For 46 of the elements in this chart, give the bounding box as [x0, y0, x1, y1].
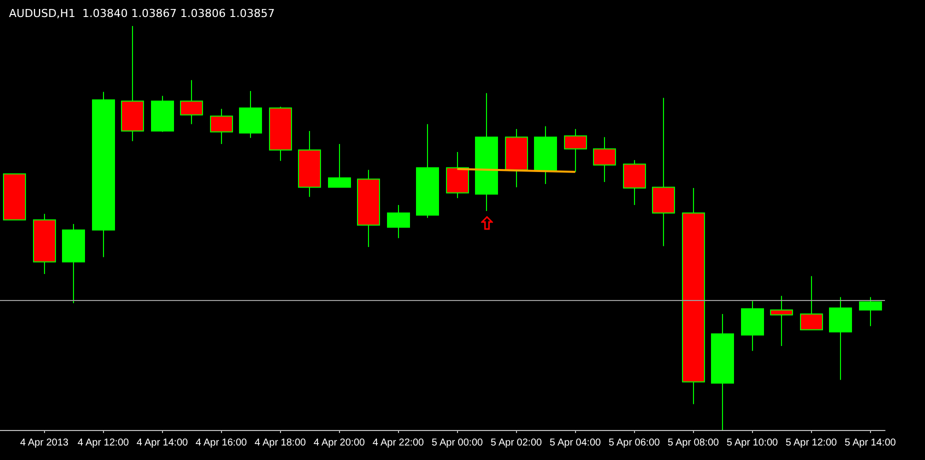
- candlestick: [328, 143, 351, 188]
- candlestick: [62, 223, 85, 304]
- candlestick: [475, 92, 498, 212]
- candlestick: [416, 124, 439, 218]
- candlestick: [121, 26, 144, 142]
- candlestick: [593, 136, 616, 182]
- x-tick-label: 4 Apr 22:00: [372, 438, 424, 448]
- candlestick: [387, 204, 410, 239]
- x-tick-label: 5 Apr 00:00: [432, 438, 484, 448]
- x-tick-label: 5 Apr 04:00: [550, 438, 602, 448]
- candlestick: [33, 213, 56, 275]
- candlestick: [829, 296, 852, 380]
- x-tick-label: 5 Apr 10:00: [726, 438, 778, 448]
- candlestick: [151, 95, 174, 132]
- x-tick-label: 4 Apr 12:00: [78, 438, 130, 448]
- candlestick: [770, 295, 793, 346]
- x-tick-label: 5 Apr 08:00: [668, 438, 720, 448]
- candlestick: [239, 90, 262, 138]
- candlestick: [505, 128, 528, 188]
- candlestick: [3, 173, 26, 220]
- x-tick-label: 4 Apr 14:00: [136, 438, 188, 448]
- candlestick: [682, 188, 705, 405]
- candlestick: [800, 276, 823, 330]
- candlestick: [180, 80, 203, 125]
- candlestick: [859, 296, 882, 327]
- chart-title: AUDUSD,H1 1.03840 1.03867 1.03806 1.03857: [9, 7, 275, 20]
- candlestick: [741, 300, 764, 352]
- candlestick: [92, 91, 115, 258]
- x-tick-label: 4 Apr 20:00: [314, 438, 366, 448]
- x-tick-label: 4 Apr 18:00: [254, 438, 306, 448]
- candlestick: [357, 169, 380, 248]
- candlestick: [564, 128, 587, 172]
- x-tick-label: 5 Apr 06:00: [608, 438, 660, 448]
- candlestick: [623, 160, 646, 206]
- x-tick-label: 4 Apr 2013: [20, 438, 69, 448]
- candlestick: [298, 130, 321, 198]
- candlestick: [711, 314, 734, 430]
- candlestick: [652, 97, 675, 247]
- candlestick: [210, 108, 233, 144]
- candlestick: [534, 126, 557, 184]
- candlestick: [269, 106, 292, 162]
- x-tick-label: 4 Apr 16:00: [196, 438, 248, 448]
- candlestick: [446, 152, 469, 199]
- x-tick-label: 5 Apr 14:00: [844, 438, 896, 448]
- x-tick-label: 5 Apr 12:00: [786, 438, 838, 448]
- x-tick-label: 5 Apr 02:00: [490, 438, 542, 448]
